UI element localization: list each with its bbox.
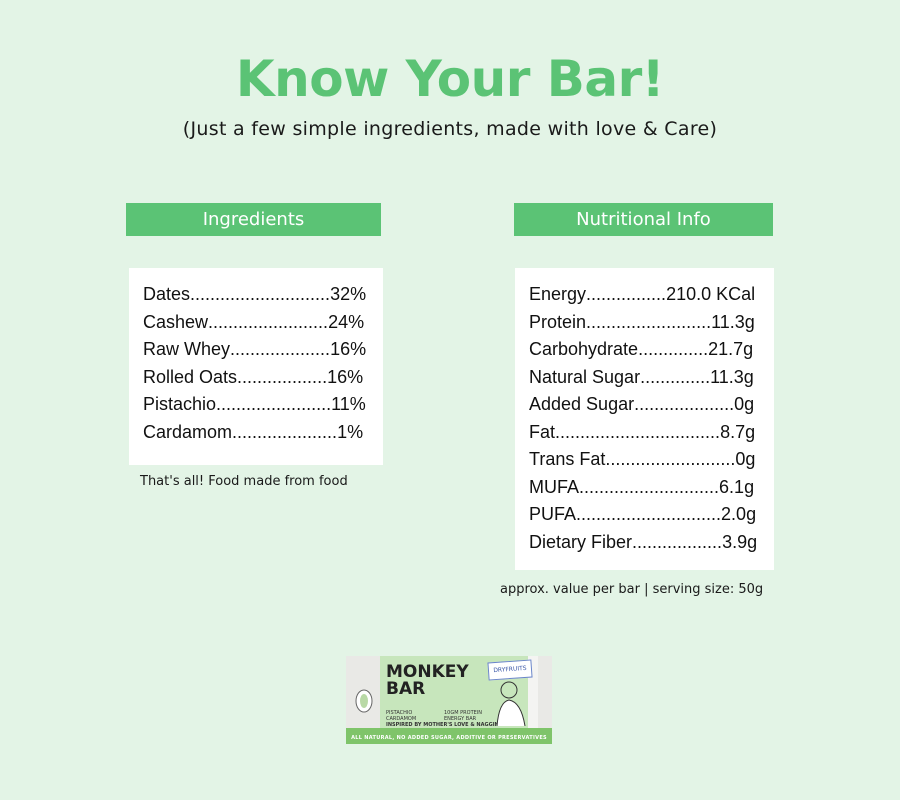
ingredients-card: Dates............................ 32% Cas… bbox=[129, 268, 383, 465]
dot-leader: ............................ bbox=[579, 476, 720, 497]
wrapper-edge-right bbox=[538, 656, 552, 744]
dot-leader: .................. bbox=[237, 366, 328, 387]
item-value: 24% bbox=[328, 311, 365, 332]
list-item: PUFA............................. 2.0g bbox=[529, 501, 774, 529]
item-name: MUFA bbox=[529, 476, 580, 497]
item-value: 11.3g bbox=[710, 366, 754, 387]
item-name: Protein bbox=[529, 311, 587, 332]
list-item: Dietary Fiber.................. 3.9g bbox=[529, 529, 774, 557]
item-name: Trans Fat bbox=[529, 449, 606, 469]
item-name: PUFA bbox=[529, 504, 577, 524]
dot-leader: ................ bbox=[586, 284, 667, 304]
wrapper-bottom-band bbox=[346, 728, 552, 744]
nutrition-header: Nutritional Info bbox=[514, 203, 773, 236]
dot-leader: ................................. bbox=[555, 421, 721, 442]
item-value: 6.1g bbox=[719, 476, 755, 497]
item-value: 16% bbox=[330, 339, 367, 359]
list-item: Protein......................... 11.3g bbox=[529, 309, 774, 337]
dot-leader: ........................ bbox=[208, 311, 329, 332]
list-item: Natural Sugar.............. 11.3g bbox=[529, 364, 774, 392]
tagline: INSPIRED BY MOTHER'S LOVE & NAGGING bbox=[386, 722, 503, 728]
dot-leader: ....................... bbox=[216, 394, 332, 414]
item-value: 11.3g bbox=[711, 311, 755, 332]
product-image: MONKEY BAR DRYFRUITS PISTACHIO CARDAMOM … bbox=[346, 656, 552, 744]
dot-leader: .......................... bbox=[605, 449, 736, 469]
list-item: Added Sugar.................... 0g bbox=[529, 391, 774, 419]
mother-illustration bbox=[496, 681, 526, 726]
wrapper-bottom-text: ALL NATURAL, NO ADDED SUGAR, ADDITIVE OR… bbox=[351, 735, 547, 741]
dot-leader: .............. bbox=[640, 366, 711, 387]
dot-leader: .................. bbox=[632, 531, 723, 552]
item-value: 11% bbox=[331, 394, 366, 414]
dot-leader: ............................. bbox=[576, 504, 722, 524]
list-item: Rolled Oats.................. 16% bbox=[143, 364, 383, 392]
item-name: Fat bbox=[529, 421, 556, 442]
item-value: 32% bbox=[330, 284, 367, 304]
list-item: Cardamom..................... 1% bbox=[143, 419, 383, 447]
list-item: MUFA............................ 6.1g bbox=[529, 474, 774, 502]
dot-leader: ......................... bbox=[586, 311, 712, 332]
item-value: 3.9g bbox=[722, 531, 758, 552]
list-item: Trans Fat.......................... 0g bbox=[529, 446, 774, 474]
item-name: Carbohydrate bbox=[529, 339, 639, 359]
item-name: Cardamom bbox=[143, 421, 233, 442]
item-name: Natural Sugar bbox=[529, 366, 641, 387]
list-item: Cashew........................ 24% bbox=[143, 309, 383, 337]
list-item: Fat................................. 8.7… bbox=[529, 419, 774, 447]
flavor-label: PISTACHIO CARDAMOM bbox=[386, 710, 417, 722]
item-name: Raw Whey bbox=[143, 339, 231, 359]
item-name: Energy bbox=[529, 284, 587, 304]
item-name: Dates bbox=[143, 284, 191, 304]
type-label: 10GM PROTEIN ENERGY BAR bbox=[444, 710, 482, 722]
dot-leader: .................... bbox=[634, 394, 735, 414]
dot-leader: ............................ bbox=[190, 284, 331, 304]
nutrition-card: Energy................ 210.0 KCal Protein… bbox=[515, 268, 774, 570]
item-value: 8.7g bbox=[720, 421, 756, 442]
item-value: 1% bbox=[337, 421, 364, 442]
item-value: 0g bbox=[734, 394, 755, 414]
item-name: Rolled Oats bbox=[143, 366, 238, 387]
item-value: 2.0g bbox=[721, 504, 757, 524]
page-title: Know Your Bar! bbox=[235, 50, 665, 108]
item-name: Pistachio bbox=[143, 394, 217, 414]
pistachio-icon bbox=[355, 689, 373, 713]
nutrition-note: approx. value per bar | serving size: 50… bbox=[500, 582, 764, 597]
dot-leader: .............. bbox=[638, 339, 709, 359]
list-item: Carbohydrate.............. 21.7g bbox=[529, 336, 774, 364]
ingredients-header: Ingredients bbox=[126, 203, 381, 236]
list-item: Energy................ 210.0 KCal bbox=[529, 281, 774, 309]
item-value: 21.7g bbox=[708, 339, 754, 359]
list-item: Pistachio....................... 11% bbox=[143, 391, 383, 419]
item-name: Dietary Fiber bbox=[529, 531, 633, 552]
brand-logo: MONKEY BAR bbox=[386, 662, 469, 699]
list-item: Raw Whey.................... 16% bbox=[143, 336, 383, 364]
item-name: Cashew bbox=[143, 311, 209, 332]
item-value: 16% bbox=[327, 366, 364, 387]
dot-leader: .................... bbox=[230, 339, 331, 359]
item-value: 210.0 KCal bbox=[666, 284, 756, 304]
item-value: 0g bbox=[735, 449, 756, 469]
dot-leader: ..................... bbox=[232, 421, 338, 442]
page-subtitle: (Just a few simple ingredients, made wit… bbox=[182, 118, 718, 140]
list-item: Dates............................ 32% bbox=[143, 281, 383, 309]
ingredients-note: That's all! Food made from food bbox=[140, 474, 348, 489]
item-name: Added Sugar bbox=[529, 394, 635, 414]
